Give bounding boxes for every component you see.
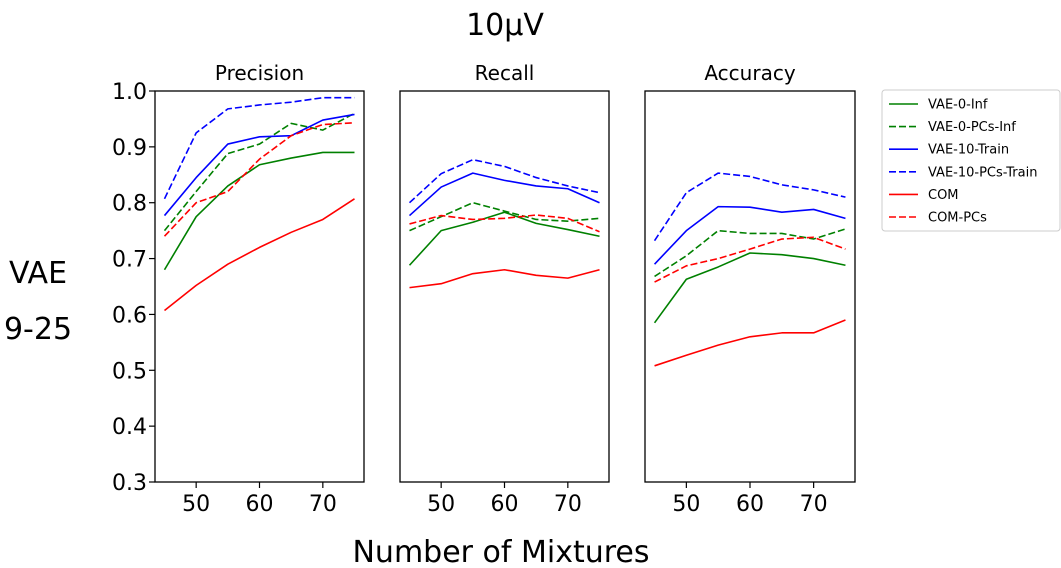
x-axis-label: Number of Mixtures	[352, 535, 649, 568]
row-label-line1: VAE	[9, 256, 67, 291]
series-line-com-pcs	[409, 214, 600, 233]
subplot-accuracy: Accuracy 50 60 70	[644, 61, 856, 517]
y-tick-label: 0.6	[112, 303, 147, 328]
y-tick-label: 0.3	[112, 471, 147, 496]
x-tick-label: 50	[182, 492, 210, 517]
series-line-vae-0-inf	[653, 252, 846, 324]
subplot-title: Recall	[475, 61, 535, 85]
legend-label: VAE-10-PCs-Train	[928, 165, 1037, 180]
series-line-vae-10-pcs-train	[163, 96, 355, 200]
series-line-com	[654, 319, 846, 367]
x-tick-label: 70	[309, 492, 337, 517]
subplot-recall: Recall 50 60 70	[399, 61, 610, 517]
y-tick-label: 0.8	[112, 192, 147, 217]
legend-frame	[881, 89, 1061, 232]
legend-label: VAE-10-Train	[928, 143, 1009, 158]
legend-entry: VAE-0-Inf	[889, 98, 988, 113]
series-line-com	[409, 268, 600, 289]
subplot-precision: Precision 50 60 70 0.3 0.4 0.5 0.6 0.7 0.8 0.9 1.0	[112, 61, 365, 517]
series-line-vae-0-pcs-inf	[654, 228, 846, 278]
subplots: Precision 50 60 70 0.3 0.4 0.5 0.6 0.7 0.8 0.9 1.0 R…	[112, 61, 856, 517]
series-line-com-pcs	[654, 236, 846, 283]
x-tick-label: 60	[736, 492, 764, 517]
x-tick-label: 70	[554, 492, 582, 517]
x-tick-label: 50	[427, 492, 455, 517]
legend-entry: COM	[889, 188, 959, 203]
series-line-vae-0-pcs-inf	[163, 112, 355, 232]
y-tick-label: 1.0	[112, 80, 147, 105]
figure-title: 10μV	[466, 8, 544, 43]
y-tick-label: 0.9	[112, 136, 147, 161]
legend-entry: VAE-10-Train	[889, 143, 1009, 158]
x-tick-label: 60	[246, 492, 274, 517]
y-tick-label: 0.5	[112, 359, 147, 384]
series-line-com-pcs	[163, 122, 355, 237]
legend-label: COM-PCs	[928, 211, 987, 226]
axes-frame	[644, 90, 856, 483]
axes-frame	[154, 90, 365, 483]
series-line-com	[164, 198, 355, 312]
x-tick-label: 60	[491, 492, 519, 517]
x-tick-label: 50	[672, 492, 700, 517]
series-line-vae-0-pcs-inf	[409, 201, 600, 232]
x-tick-label: 70	[800, 492, 828, 517]
legend-entries: VAE-0-Inf VAE-0-PCs-Inf VAE-10-Train VAE-10…	[889, 98, 1037, 226]
y-tick-label: 0.7	[112, 248, 147, 273]
y-tick-label: 0.4	[112, 415, 147, 440]
series-line-vae-10-train	[653, 205, 846, 265]
series-line-vae-10-train	[408, 172, 600, 217]
axes-frame	[399, 90, 610, 483]
legend-label: VAE-0-Inf	[928, 98, 988, 113]
legend-entry: COM-PCs	[889, 211, 987, 226]
series-line-vae-0-inf	[163, 151, 355, 271]
legend: VAE-0-Inf VAE-0-PCs-Inf VAE-10-Train VAE-10…	[881, 89, 1061, 232]
series-line-vae-0-inf	[408, 211, 600, 266]
subplot-title: Precision	[215, 61, 304, 85]
legend-label: VAE-0-PCs-Inf	[928, 120, 1016, 135]
legend-entry: VAE-10-PCs-Train	[889, 165, 1037, 180]
subplot-title: Accuracy	[704, 61, 795, 85]
series-line-vae-10-pcs-train	[653, 172, 846, 242]
legend-label: COM	[928, 188, 959, 203]
series-line-vae-10-train	[163, 113, 355, 217]
row-label-line2: 9-25	[4, 312, 72, 347]
series-line-vae-10-pcs-train	[408, 158, 600, 204]
legend-entry: VAE-0-PCs-Inf	[889, 120, 1016, 135]
